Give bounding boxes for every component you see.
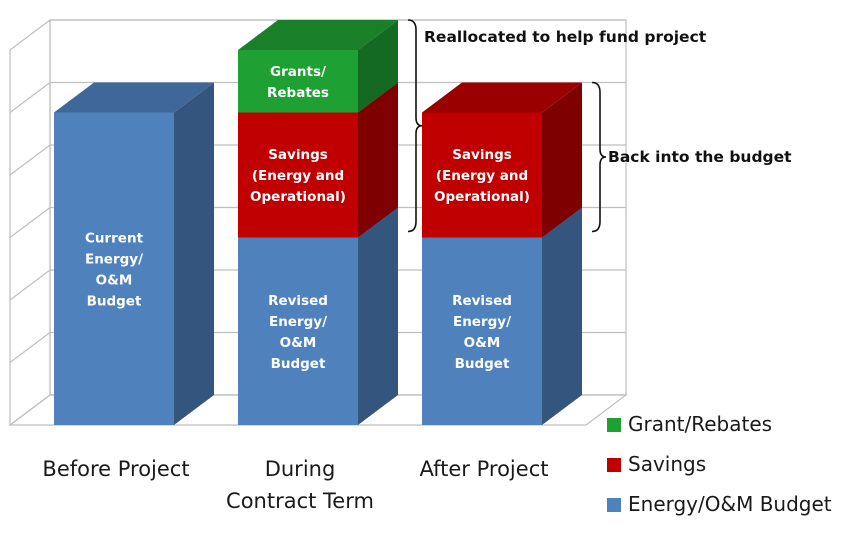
bar-segment-label: Savings: [452, 147, 512, 163]
bar-segment-label: Savings: [268, 147, 328, 163]
bar-side: [174, 82, 214, 425]
legend-item: Savings: [607, 452, 706, 476]
bar-segment-label: Energy/: [453, 314, 511, 330]
bar-segment-label: Rebates: [267, 85, 329, 101]
bar-top: [54, 82, 214, 113]
side-gridline: [9, 269, 51, 301]
category-tick-label: Before Project: [42, 457, 189, 481]
category-tick-label: Contract Term: [226, 489, 374, 513]
bar-side: [358, 82, 398, 238]
bar-segment: Current Energy/O&M Budget: [54, 82, 214, 425]
bar-front: [422, 112, 542, 238]
legend-swatch: [607, 458, 621, 472]
bar-side: [542, 82, 582, 238]
legend-item: Grant/Rebates: [607, 412, 772, 436]
bar-segment: Savings (Energy and Operational): [422, 82, 582, 238]
annotation-brace: [591, 81, 607, 233]
chart-bars: Current Energy/O&M Budget Revised Energy/O&M…: [54, 20, 582, 425]
bar-segment: Grants/Rebates: [238, 20, 398, 113]
category-tick-label: During: [265, 457, 336, 481]
bar-segment-label: Budget: [455, 356, 510, 372]
bar-front: [238, 112, 358, 238]
side-gridline: [9, 19, 51, 51]
bar-segment-label: Grants/: [270, 64, 326, 80]
side-gridline: [9, 82, 51, 113]
bar-segment-label: (Energy and: [252, 168, 344, 184]
bar-segment-label: Revised: [268, 293, 328, 309]
side-gridline: [9, 394, 51, 426]
bar-side: [358, 207, 398, 425]
category-axis: Before Project During Contract Term After P…: [42, 457, 548, 513]
chart-legend: Grant/Rebates Savings Energy/O&M Budget: [607, 412, 832, 516]
legend-label: Energy/O&M Budget: [628, 492, 832, 516]
legend-label: Grant/Rebates: [628, 412, 772, 436]
bar-side: [542, 207, 582, 425]
bar-segment-label: Operational): [434, 189, 530, 205]
legend-item: Energy/O&M Budget: [607, 492, 832, 516]
legend-label: Savings: [628, 452, 706, 476]
annotation-label: Back into the budget: [608, 148, 792, 166]
side-gridline: [9, 207, 51, 238]
annotation-brace: [407, 19, 423, 233]
bar-segment-label: O&M: [464, 335, 501, 351]
bar-segment-label: Energy/: [269, 314, 327, 330]
bar-segment-label: (Energy and: [436, 168, 528, 184]
bar-front: [238, 50, 358, 113]
legend-swatch: [607, 498, 621, 512]
side-gridline: [9, 144, 51, 176]
chart-annotations: Reallocated to help fund project Back int…: [407, 19, 792, 233]
bar-top: [422, 82, 582, 113]
bar-segment-label: Operational): [250, 189, 346, 205]
legend-swatch: [607, 418, 621, 432]
bar-front: [238, 237, 358, 425]
bar-front: [422, 237, 542, 425]
bar-segment-label: Current: [85, 230, 144, 246]
bar-segment: Revised Energy/O&M Budget: [422, 207, 582, 425]
annotation-label: Reallocated to help fund project: [424, 28, 707, 46]
bar-segment-label: Budget: [271, 356, 326, 372]
bar-segment-label: O&M: [96, 272, 133, 288]
bar-segment-label: Energy/: [85, 251, 143, 267]
bar-segment-label: Budget: [87, 293, 142, 309]
bar-side: [358, 20, 398, 113]
bar-segment-label: Revised: [452, 293, 512, 309]
bar-top: [238, 20, 398, 50]
bar-segment: Revised Energy/O&M Budget: [238, 207, 398, 425]
category-tick-label: After Project: [420, 457, 549, 481]
bar-front: [54, 112, 174, 425]
side-gridline: [9, 332, 51, 363]
bar-segment-label: O&M: [280, 335, 317, 351]
